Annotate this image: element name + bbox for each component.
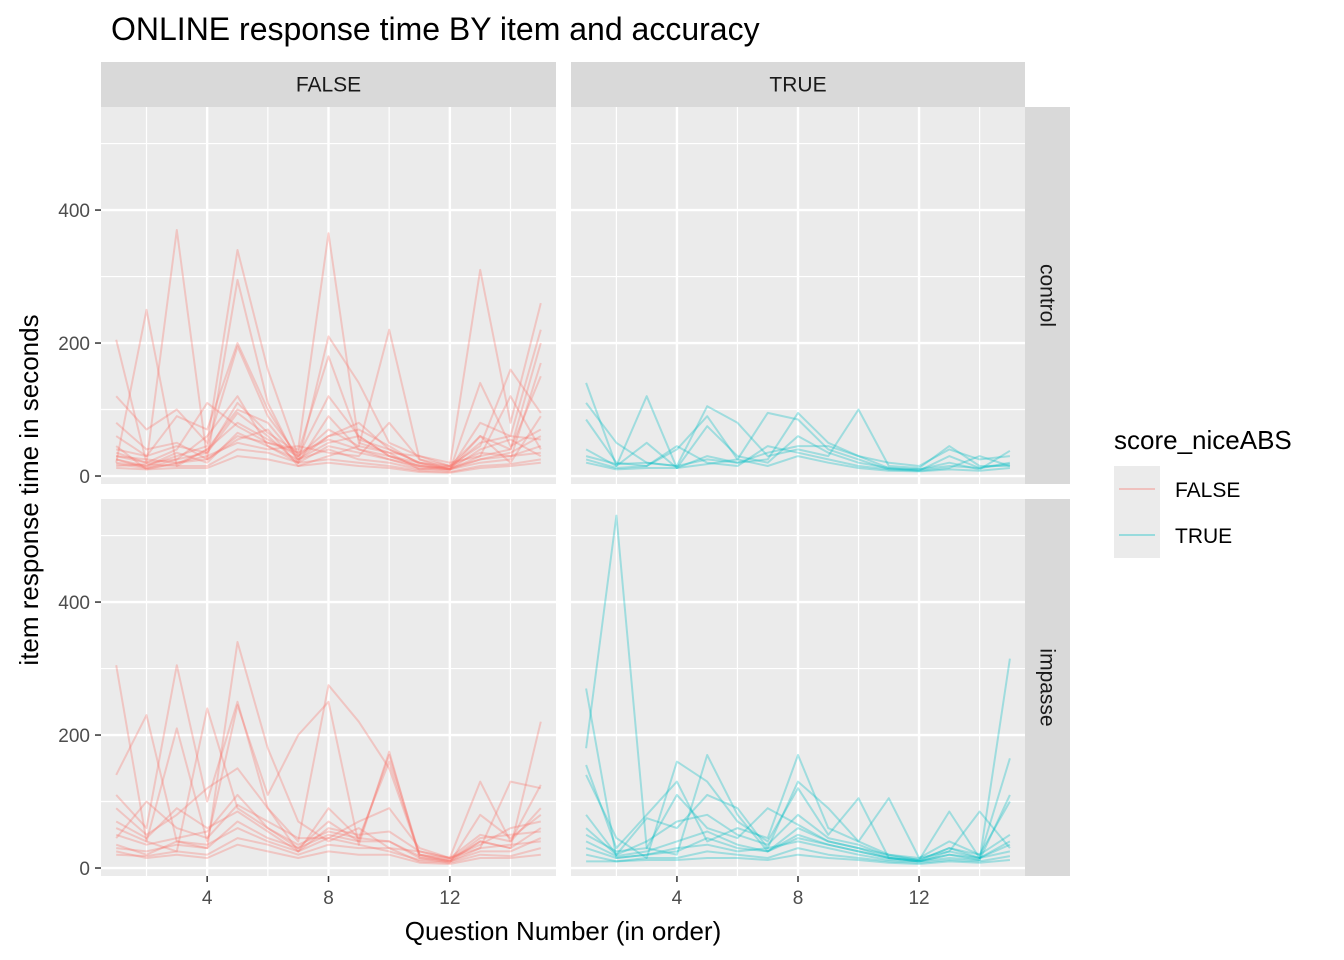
series-line	[115, 249, 542, 471]
panel-impasse-false	[101, 499, 556, 876]
series-line	[115, 345, 542, 471]
y-tick-label: 200	[58, 726, 90, 747]
x-tick-label: 12	[908, 888, 929, 909]
series-line	[115, 760, 542, 859]
series-line	[115, 278, 542, 467]
y-tick-label: 200	[58, 334, 90, 355]
series-line	[116, 837, 542, 864]
series-line	[116, 415, 542, 471]
series-line	[585, 827, 1011, 863]
row-strip-impasse	[1025, 499, 1070, 876]
series-line	[116, 381, 542, 472]
series-line	[115, 641, 542, 859]
series-line	[585, 382, 1011, 471]
legend-key-background-false	[1114, 466, 1160, 512]
row-strip-label: control	[1036, 264, 1059, 327]
series-line	[585, 833, 1011, 863]
y-tick-label: 0	[79, 467, 90, 488]
series-line	[115, 664, 542, 861]
series-line	[115, 800, 542, 859]
series-line	[585, 455, 1010, 473]
series-line	[585, 445, 1011, 472]
series-line	[115, 827, 541, 863]
legend: score_niceABS FALSE TRUE	[1114, 425, 1292, 558]
panel-control-true	[571, 107, 1025, 484]
panel-impasse-true	[571, 499, 1025, 876]
legend-label-false: FALSE	[1175, 479, 1240, 502]
series-line	[585, 658, 1011, 863]
series-line	[115, 843, 541, 865]
col-strip-label: FALSE	[296, 74, 361, 97]
legend-title: score_niceABS	[1114, 425, 1292, 455]
series-group	[585, 382, 1011, 473]
series-line	[585, 402, 1010, 469]
x-tick-label: 8	[793, 888, 804, 909]
chart-title: ONLINE response time BY item and accurac…	[111, 11, 760, 47]
y-tick-label: 400	[58, 593, 90, 614]
series-line	[115, 268, 542, 467]
y-tick-label: 400	[58, 201, 90, 222]
series-line	[585, 847, 1011, 864]
series-line	[115, 395, 542, 471]
series-line	[585, 445, 1011, 467]
series-line	[585, 514, 1011, 863]
series-line	[585, 793, 1011, 859]
series-line	[115, 401, 541, 469]
x-tick-label: 4	[202, 888, 213, 909]
series-group	[585, 514, 1011, 865]
x-tick-label: 8	[323, 888, 334, 909]
x-tick-label: 4	[672, 888, 683, 909]
series-line	[115, 793, 541, 861]
x-tick-label: 12	[439, 888, 460, 909]
col-strip-true	[571, 62, 1025, 107]
series-line	[116, 820, 542, 863]
y-tick-label: 0	[79, 859, 90, 880]
panel-control-false	[101, 107, 556, 484]
series-line	[585, 760, 1011, 861]
series-line	[585, 425, 1011, 472]
series-line	[585, 813, 1011, 861]
series-group	[115, 229, 542, 474]
series-line	[116, 448, 541, 473]
series-line	[585, 411, 1011, 471]
series-line	[115, 807, 542, 859]
series-group	[115, 641, 542, 865]
row-strip-label: impasse	[1036, 648, 1059, 726]
series-line	[585, 754, 1011, 861]
series-line	[586, 853, 1010, 865]
series-line	[585, 780, 1011, 859]
series-line	[115, 229, 542, 471]
legend-key-background-true	[1114, 512, 1160, 558]
series-line	[115, 421, 541, 471]
row-strip-control	[1025, 107, 1070, 484]
series-line	[115, 342, 542, 471]
y-axis-title: item response time in seconds	[14, 314, 44, 665]
legend-label-true: TRUE	[1175, 525, 1232, 548]
axes-layer: 0 200 400 0 200 400 4 8 12 4 8 12	[58, 201, 929, 909]
series-line	[115, 355, 542, 469]
panels-layer	[101, 107, 1025, 876]
series-line	[116, 455, 541, 474]
series-line	[116, 421, 542, 467]
x-axis-title: Question Number (in order)	[405, 916, 721, 946]
series-line	[115, 339, 542, 471]
series-line	[115, 700, 542, 864]
col-strip-label: TRUE	[769, 74, 826, 97]
facet-strips: FALSE TRUE control impasse	[101, 62, 1070, 876]
col-strip-false	[101, 62, 556, 107]
series-line	[115, 665, 542, 863]
